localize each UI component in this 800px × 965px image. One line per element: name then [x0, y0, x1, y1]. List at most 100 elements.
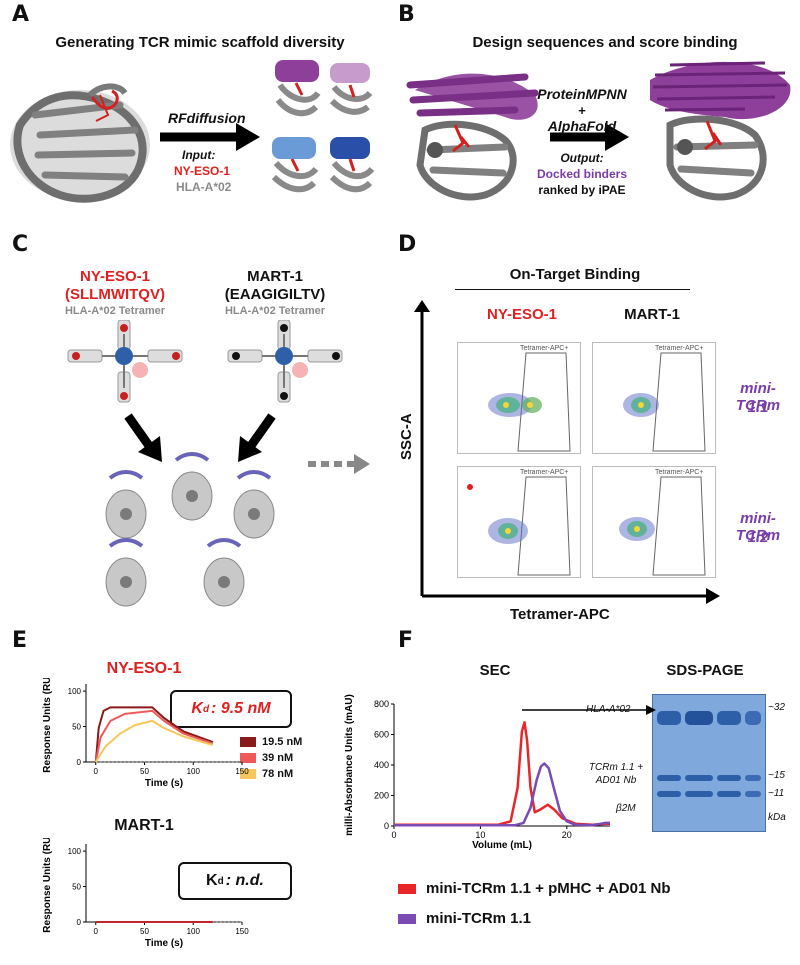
kd-prefix-2: K — [206, 872, 218, 889]
input-label: Input: — [182, 148, 216, 162]
rfdiffusion-arrow — [160, 123, 260, 151]
f-legend-text-1: mini-TCRm 1.1 + pMHC + AD01 Nb — [426, 880, 671, 897]
y-tick-label: 600 — [374, 730, 389, 740]
d-x-axis-label: Tetramer-APC — [510, 606, 610, 623]
panel-f-label: F — [398, 628, 414, 653]
d-header-rule — [455, 289, 690, 290]
flow-plot-1: Tetramer-APC+ — [457, 342, 581, 454]
e-legend-text-3: 78 nM — [262, 768, 294, 780]
yeast-cells — [105, 452, 275, 607]
kd-value: : 9.5 nM — [211, 700, 271, 717]
x-axis-label: Time (s) — [145, 938, 183, 948]
e-legend-item-1: 19.5 nM — [240, 736, 302, 748]
c-right-tetramer: HLA-A*02 Tetramer — [224, 305, 326, 317]
f-legend-item-2: mini-TCRm 1.1 — [398, 910, 531, 927]
panel-b-label: B — [398, 2, 415, 27]
panel-e-label: E — [12, 628, 28, 653]
d-row1-line1: mini-TCRm — [735, 380, 781, 414]
series-line-1 — [394, 721, 610, 827]
output-binders: Docked binders — [536, 167, 628, 181]
x-axis-label: Time (s) — [145, 778, 183, 788]
c-right-seq: (EAAGIGILTV) — [224, 286, 326, 303]
proteinmpnn-label: ProteinMPNN — [537, 86, 627, 102]
panel-b-proteins — [406, 61, 791, 201]
x-tick-label: 50 — [140, 767, 149, 776]
gel-band-hla — [657, 711, 762, 725]
e-legend-text-1: 19.5 nM — [262, 736, 303, 748]
panel-b-title: Design sequences and score binding — [472, 34, 738, 51]
sds-title: SDS-PAGE — [666, 662, 744, 679]
designed-scaffold-1 — [275, 60, 321, 117]
dashed-gray-arrow — [308, 454, 370, 474]
input-peptide: NY-ESO-1 — [174, 164, 231, 178]
c-left-name: NY-ESO-1 — [79, 268, 151, 285]
e2-title: MART-1 — [114, 817, 174, 834]
panel-c-illustration — [67, 320, 370, 607]
alphafold-label: AlphaFold — [547, 118, 617, 134]
flow-plot-4: Tetramer-APC+ — [592, 466, 716, 578]
kd-prefix: K — [191, 700, 203, 717]
mart-1-tetramer — [227, 320, 343, 403]
f-legend-item-1: mini-TCRm 1.1 + pMHC + AD01 Nb — [398, 880, 670, 897]
flow-plot-2: Tetramer-APC+ — [592, 342, 716, 454]
mart-spr-chart: 0 50 100 150 0 50 100 Time (s) Response Units (R… — [42, 838, 249, 948]
input-hla: HLA-A*02 — [176, 180, 232, 194]
y-tick-label: 800 — [374, 699, 389, 709]
rfdiffusion-label: RFdiffusion — [168, 110, 246, 126]
d-y-axis-label: SSC-A — [398, 413, 415, 460]
y-axis-label: milli-Absorbance Units (mAU) — [344, 694, 355, 836]
x-axis-label: Volume (mL) — [472, 840, 532, 850]
panel-a-title: Generating TCR mimic scaffold diversity — [55, 34, 345, 51]
y-tick-label: 50 — [72, 883, 81, 892]
y-axis-label: Response Units (RU) — [42, 678, 53, 773]
series-line-2 — [94, 709, 214, 763]
y-tick-label: 400 — [374, 760, 389, 770]
plus-sign: + — [578, 103, 586, 118]
gate-label-3: Tetramer-APC+ — [520, 469, 569, 476]
d-row2-line2: 1.2 — [747, 529, 769, 546]
gel-band-tcr — [657, 775, 762, 781]
c-left-seq: (SLLMWITQV) — [65, 286, 165, 303]
output-label: Output: — [560, 151, 604, 165]
kd-sub-2: d — [217, 875, 224, 887]
right-black-arrow — [238, 413, 276, 462]
y-tick-label: 0 — [384, 821, 389, 831]
designed-scaffold-3 — [271, 137, 319, 193]
nyeso-spr-chart: 0 50 100 150 0 50 100 Time (s) Response Units (R… — [42, 678, 249, 788]
single-binder-structure — [406, 73, 539, 201]
y-tick-label: 100 — [68, 847, 82, 856]
y-tick-label: 0 — [77, 918, 82, 927]
sds-gel — [652, 694, 766, 832]
y-tick-label: 200 — [374, 791, 389, 801]
y-tick-label: 50 — [72, 723, 81, 732]
f-legend-text-2: mini-TCRm 1.1 — [426, 910, 532, 927]
y-tick-label: 100 — [68, 687, 82, 696]
kd-value-2: : n.d. — [225, 872, 264, 889]
c-right-name: MART-1 — [247, 268, 303, 285]
gate-label-1: Tetramer-APC+ — [520, 345, 569, 352]
panel-c-label: C — [12, 232, 29, 257]
panel-a-proteins — [10, 60, 375, 203]
mw-11: ~11 — [768, 788, 785, 799]
left-black-arrow — [124, 413, 162, 462]
x-tick-label: 0 — [94, 927, 99, 936]
d-col2: MART-1 — [624, 306, 680, 323]
mw-unit: kDa — [768, 812, 786, 823]
mw-32: ~32 — [768, 702, 785, 713]
e1-title: NY-ESO-1 — [106, 660, 182, 677]
mpnn-alphafold-arrow — [550, 123, 629, 151]
c-left-tetramer: HLA-A*02 Tetramer — [64, 305, 166, 317]
designed-scaffold-2 — [329, 63, 373, 115]
d-row1-line2: 1.1 — [747, 399, 769, 416]
x-tick-label: 150 — [235, 767, 249, 776]
gate-label-4: Tetramer-APC+ — [655, 469, 704, 476]
x-tick-label: 0 — [94, 767, 99, 776]
d-axes — [414, 300, 720, 604]
panel-a-label: A — [12, 2, 30, 27]
x-tick-label: 100 — [187, 927, 201, 936]
y-axis-label: Response Units (RU) — [42, 838, 53, 933]
series-line-2 — [394, 762, 610, 827]
